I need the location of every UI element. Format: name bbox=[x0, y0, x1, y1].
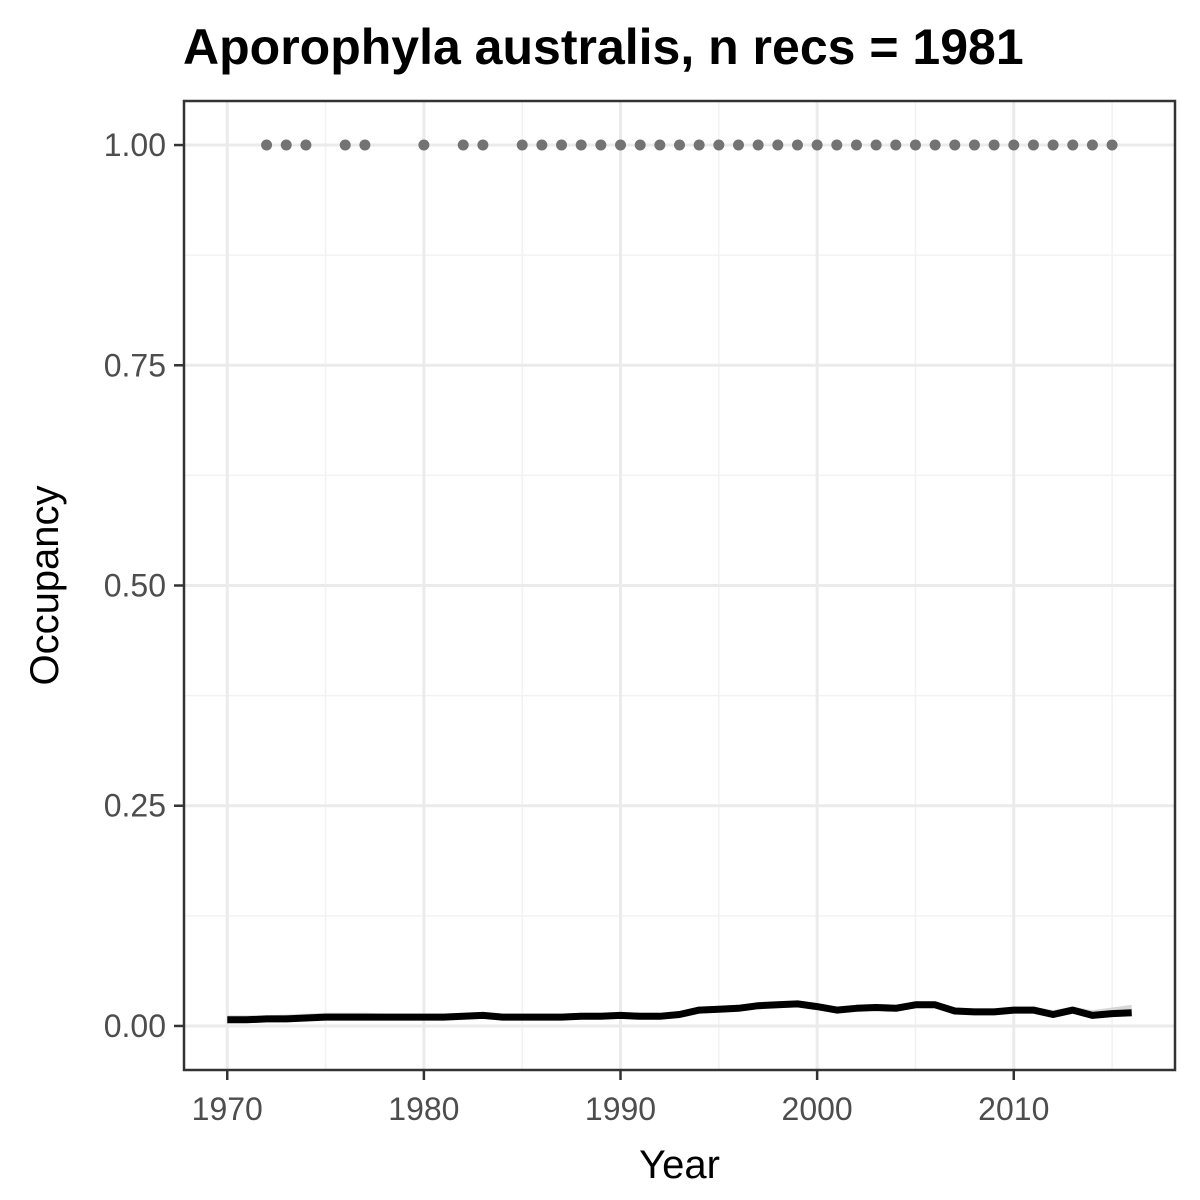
record-point bbox=[1067, 139, 1079, 151]
record-point bbox=[1047, 139, 1059, 151]
record-point bbox=[595, 139, 607, 151]
record-point bbox=[850, 139, 862, 151]
record-point bbox=[654, 139, 666, 151]
chart-title: Aporophyla australis, n recs = 1981 bbox=[183, 19, 1024, 75]
record-point bbox=[1086, 139, 1098, 151]
record-point bbox=[418, 139, 430, 151]
record-points bbox=[261, 139, 1118, 151]
y-axis: 0.00 0.25 0.50 0.75 1.00 bbox=[104, 127, 184, 1044]
x-tick-label: 1980 bbox=[388, 1091, 459, 1127]
record-point bbox=[261, 139, 273, 151]
record-point bbox=[831, 139, 843, 151]
y-tick-label: 0.75 bbox=[104, 347, 166, 383]
record-point bbox=[693, 139, 705, 151]
record-point bbox=[1008, 139, 1020, 151]
record-point bbox=[811, 139, 823, 151]
record-point bbox=[870, 139, 882, 151]
record-point bbox=[949, 139, 961, 151]
record-point bbox=[929, 139, 941, 151]
x-tick-label: 1970 bbox=[192, 1091, 263, 1127]
y-axis-title: Occupancy bbox=[23, 485, 67, 685]
gridlines bbox=[184, 101, 1175, 1070]
record-point bbox=[1106, 139, 1118, 151]
record-point bbox=[634, 139, 646, 151]
occupancy-line bbox=[227, 1000, 1132, 1024]
record-point bbox=[909, 139, 921, 151]
record-point bbox=[280, 139, 292, 151]
x-tick-label: 1990 bbox=[585, 1091, 656, 1127]
y-tick-label: 1.00 bbox=[104, 127, 166, 163]
record-point bbox=[615, 139, 627, 151]
y-tick-label: 0.25 bbox=[104, 788, 166, 824]
record-point bbox=[752, 139, 764, 151]
x-tick-label: 2000 bbox=[782, 1091, 853, 1127]
record-point bbox=[988, 139, 1000, 151]
record-point bbox=[890, 139, 902, 151]
record-point bbox=[300, 139, 312, 151]
x-axis-title: Year bbox=[639, 1143, 720, 1187]
occupancy-trend-line bbox=[227, 1000, 1132, 1024]
record-point bbox=[536, 139, 548, 151]
record-point bbox=[732, 139, 744, 151]
x-axis: 1970 1980 1990 2000 2010 bbox=[192, 1070, 1049, 1127]
y-tick-label: 0.50 bbox=[104, 568, 166, 604]
record-point bbox=[575, 139, 587, 151]
record-point bbox=[457, 139, 469, 151]
record-point bbox=[1027, 139, 1039, 151]
y-tick-label: 0.00 bbox=[104, 1008, 166, 1044]
record-point bbox=[713, 139, 725, 151]
record-point bbox=[772, 139, 784, 151]
record-point bbox=[359, 139, 371, 151]
record-point bbox=[674, 139, 685, 151]
record-point bbox=[477, 139, 489, 151]
record-point bbox=[339, 139, 351, 151]
record-point bbox=[556, 139, 568, 151]
record-point bbox=[516, 139, 528, 151]
record-point bbox=[968, 139, 980, 151]
x-tick-label: 2010 bbox=[978, 1091, 1049, 1127]
record-point bbox=[791, 139, 803, 151]
